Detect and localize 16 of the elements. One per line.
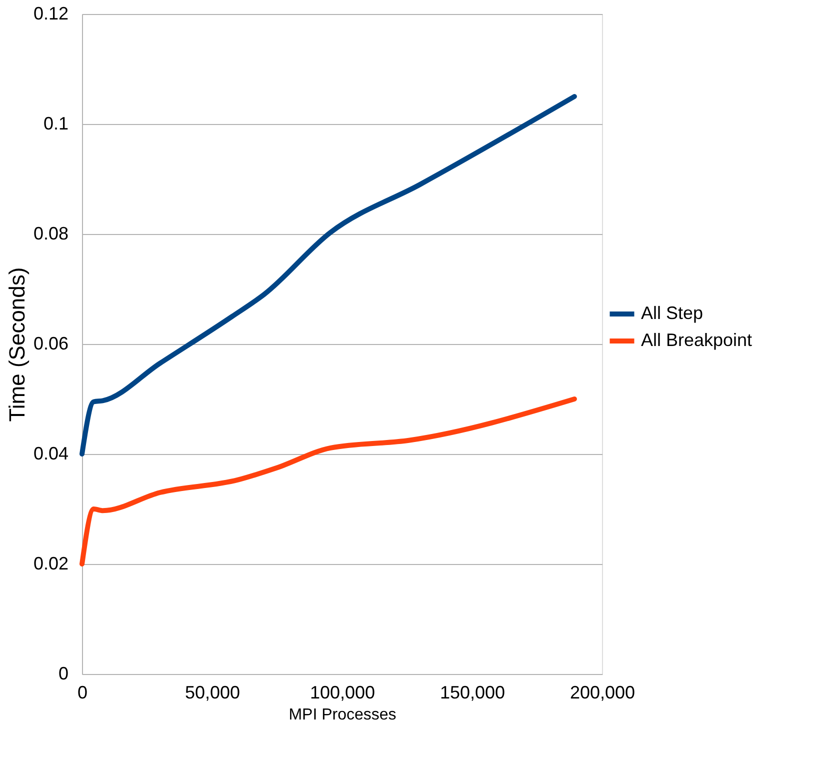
y-axis-title: Time (Seconds)	[4, 267, 30, 422]
x-tick-label: 200,000	[570, 682, 636, 702]
x-tick-label: 150,000	[440, 682, 506, 702]
y-tick-label: 0.1	[43, 114, 68, 134]
y-tick-label: 0.02	[33, 554, 68, 574]
y-tick-label: 0.12	[33, 4, 68, 24]
x-tick-label: 0	[77, 682, 88, 702]
y-tick-label: 0.06	[33, 334, 68, 354]
legend-label: All Breakpoint	[641, 330, 752, 350]
legend-label: All Step	[641, 303, 704, 323]
y-tick-label: 0.08	[33, 224, 68, 244]
x-axis-title: MPI Processes	[288, 706, 396, 724]
x-tick-label: 100,000	[310, 682, 376, 702]
x-tick-label: 50,000	[184, 682, 240, 702]
y-tick-label: 0	[58, 664, 68, 684]
y-tick-label: 0.04	[33, 444, 68, 464]
